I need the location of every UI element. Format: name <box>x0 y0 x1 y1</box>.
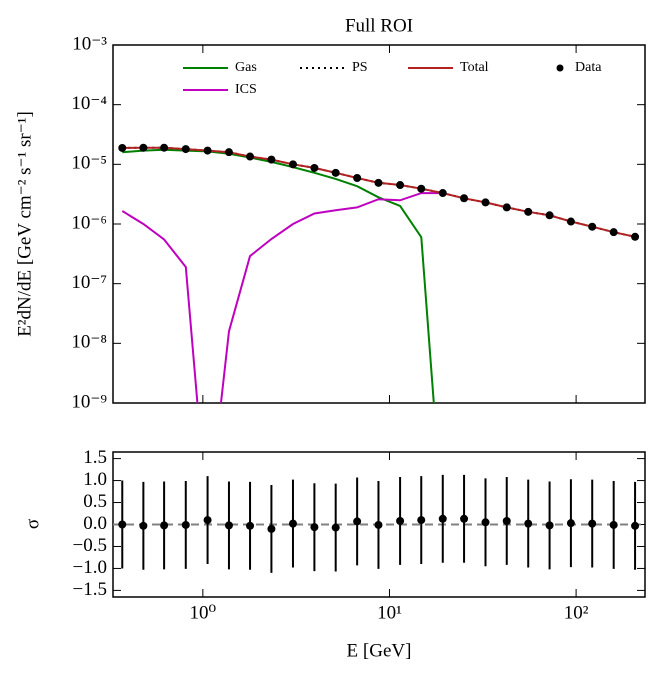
residual-point <box>267 524 276 533</box>
residual-point <box>609 520 618 529</box>
legend-label: Total <box>460 60 489 75</box>
legend-label: Gas <box>235 60 257 75</box>
data-point <box>118 143 127 152</box>
residual-point <box>524 519 533 528</box>
legend-label: PS <box>352 60 368 75</box>
residual-point <box>438 514 447 523</box>
data-point <box>502 203 511 212</box>
data-point <box>417 184 426 193</box>
residual-axis-label: σ <box>22 519 43 529</box>
data-point <box>609 228 618 237</box>
series-line <box>121 192 443 403</box>
y-tick-label: 10⁻⁴ <box>71 93 107 114</box>
residual-point <box>353 517 362 526</box>
residual-point <box>118 520 127 529</box>
data-point <box>181 145 190 154</box>
legend-marker <box>556 64 564 72</box>
y-tick-label: 10⁻³ <box>72 33 107 54</box>
x-tick-label: 10⁰ <box>190 602 217 623</box>
x-tick-label: 10² <box>564 602 589 623</box>
residual-point <box>545 521 554 530</box>
top-plot <box>118 143 640 403</box>
y-tick-label: 10⁻⁸ <box>71 332 107 353</box>
data-point <box>396 181 405 190</box>
data-point <box>460 194 469 203</box>
x-tick-label: 10¹ <box>377 602 402 623</box>
residual-point <box>288 519 297 528</box>
series-line <box>122 146 636 238</box>
data-point <box>224 148 233 157</box>
residual-point <box>566 519 575 528</box>
y-tick-label: 1.5 <box>83 447 107 468</box>
residual-point <box>160 521 169 530</box>
series-line <box>122 148 435 403</box>
residual-point <box>588 519 597 528</box>
data-point <box>288 160 297 169</box>
residual-point <box>460 514 469 523</box>
data-point <box>203 146 212 155</box>
y-tick-label: 10⁻⁹ <box>71 391 107 412</box>
data-point <box>566 217 575 226</box>
y-tick-label: 0.5 <box>83 491 107 512</box>
data-point <box>246 152 255 161</box>
residual-point <box>502 516 511 525</box>
y-tick-label: 0.0 <box>83 513 107 534</box>
legend-label: ICS <box>235 82 257 97</box>
residual-point <box>310 523 319 532</box>
data-point <box>631 232 640 241</box>
residual-point <box>224 521 233 530</box>
y-tick-label: −1.0 <box>73 557 107 578</box>
y-tick-label: −0.5 <box>73 535 107 556</box>
residual-point <box>139 521 148 530</box>
data-point <box>267 155 276 164</box>
y-tick-label: −1.5 <box>73 579 107 600</box>
chart-title: Full ROI <box>345 15 413 36</box>
legend-label: Data <box>575 60 602 75</box>
residual-point <box>481 518 490 527</box>
data-point <box>545 211 554 220</box>
residual-point <box>417 516 426 525</box>
residual-point <box>331 523 340 532</box>
data-point <box>438 189 447 198</box>
data-point <box>353 174 362 183</box>
y-tick-label: 10⁻⁷ <box>71 272 107 293</box>
data-point <box>481 198 490 207</box>
y-tick-label: 1.0 <box>83 469 107 490</box>
data-point <box>310 163 319 172</box>
y-tick-label: 10⁻⁵ <box>71 153 107 174</box>
residual-point <box>396 516 405 525</box>
residual-point <box>203 516 212 525</box>
series-line <box>122 146 636 238</box>
residual-point <box>246 521 255 530</box>
data-point <box>139 143 148 152</box>
data-point <box>374 178 383 187</box>
data-point <box>524 207 533 216</box>
residual-point <box>181 520 190 529</box>
y-tick-label: 10⁻⁶ <box>71 212 107 233</box>
residual-point <box>631 521 640 530</box>
data-point <box>160 143 169 152</box>
data-point <box>331 168 340 177</box>
x-axis-label: E [GeV] <box>347 640 412 661</box>
residual-point <box>374 520 383 529</box>
data-point <box>588 222 597 231</box>
y-axis-label: E²dN/dE [GeV cm⁻² s⁻¹ sr⁻¹] <box>14 111 35 337</box>
